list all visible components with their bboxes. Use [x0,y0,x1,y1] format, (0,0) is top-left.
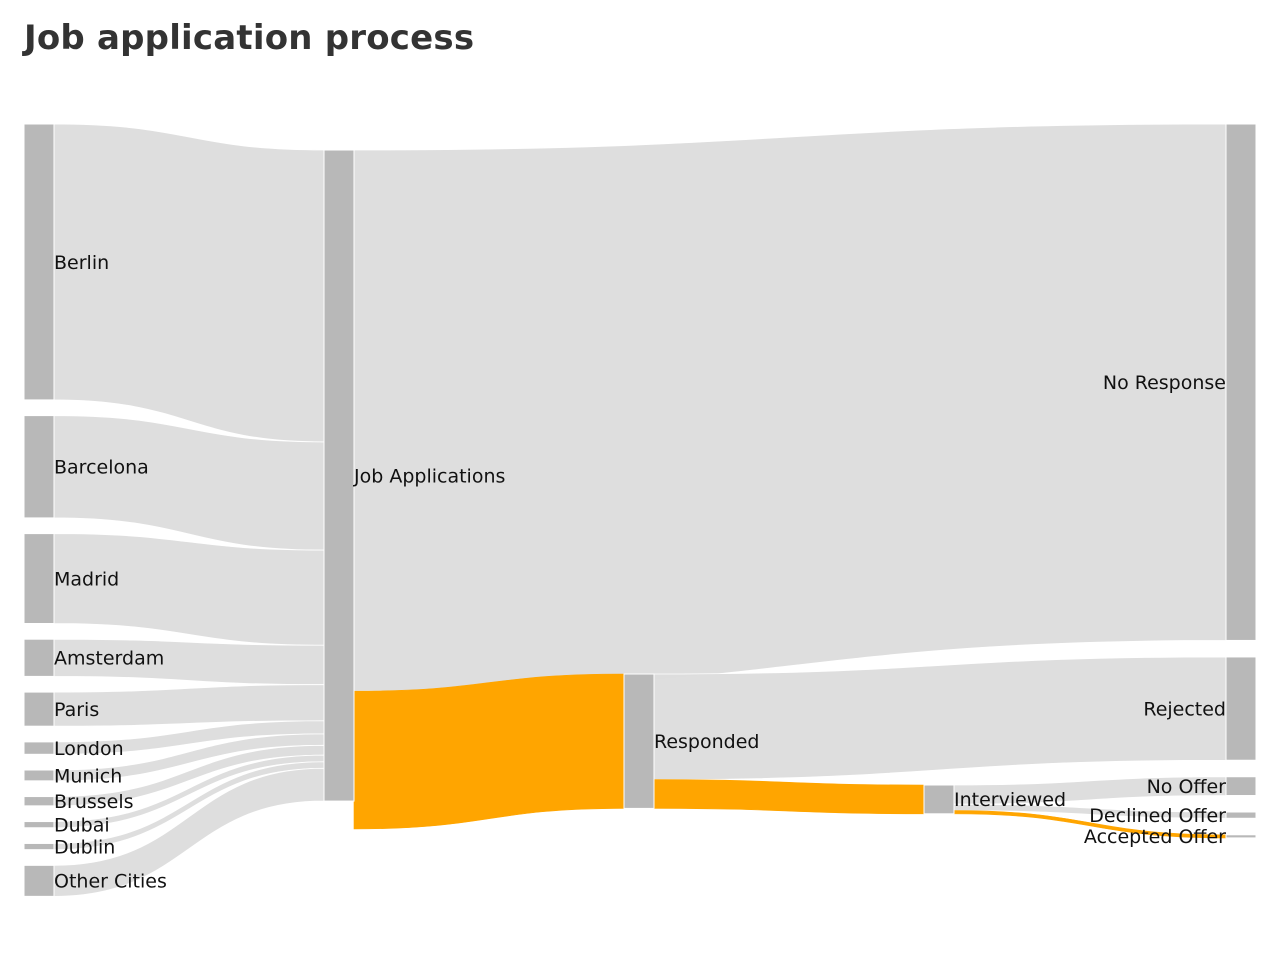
node-paris[interactable] [23,691,55,727]
link-applications-to-noresponse[interactable] [353,123,1227,692]
node-label-applications: Job Applications [353,465,505,487]
node-label-responded: Responded [654,731,759,753]
node-label-brussels: Brussels [54,791,134,813]
link-responded-to-interviewed[interactable] [653,779,925,815]
node-label-other: Other Cities [54,871,167,893]
node-rejected[interactable] [1225,656,1257,761]
node-dubai[interactable] [23,821,55,829]
node-brussels[interactable] [23,796,55,807]
link-berlin-to-applications[interactable] [53,123,325,443]
node-label-noresponse: No Response [1103,372,1226,394]
node-nooffer[interactable] [1225,776,1257,797]
chart-title: Job application process [24,18,475,58]
link-applications-to-responded[interactable] [353,673,625,830]
node-accepted[interactable] [1225,834,1257,839]
links-layer [53,123,1227,897]
node-applications[interactable] [323,149,355,802]
node-label-dubai: Dubai [54,814,110,836]
node-berlin[interactable] [23,123,55,401]
node-label-interviewed: Interviewed [954,789,1066,811]
node-label-rejected: Rejected [1143,698,1226,720]
node-label-berlin: Berlin [54,252,109,274]
node-label-madrid: Madrid [54,568,119,590]
node-london[interactable] [23,741,55,755]
labels-layer: Berlin Barcelona Madrid Amsterdam Paris Londo… [54,252,1226,893]
node-label-munich: Munich [54,765,122,787]
node-label-amsterdam: Amsterdam [54,648,164,670]
node-label-london: London [54,738,124,760]
node-munich[interactable] [23,769,55,782]
node-label-dublin: Dublin [54,836,115,858]
link-responded-to-rejected[interactable] [653,656,1227,781]
node-label-nooffer: No Offer [1147,776,1227,798]
node-amsterdam[interactable] [23,638,55,677]
node-label-declined: Declined Offer [1089,805,1226,827]
node-responded[interactable] [623,673,655,809]
node-other[interactable] [23,864,55,897]
node-label-accepted: Accepted Offer [1084,826,1226,848]
node-label-barcelona: Barcelona [54,457,149,479]
node-interviewed[interactable] [923,784,955,815]
node-noresponse[interactable] [1225,123,1257,641]
node-declined[interactable] [1225,811,1257,819]
node-label-paris: Paris [54,699,99,721]
node-madrid[interactable] [23,533,55,624]
nodes-layer [23,123,1257,897]
node-dublin[interactable] [23,842,55,851]
node-barcelona[interactable] [23,415,55,519]
